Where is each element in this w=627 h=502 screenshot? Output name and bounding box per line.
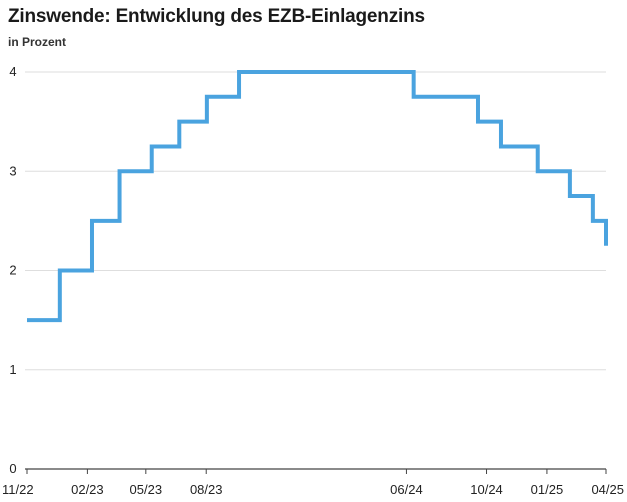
- series-line-0: [27, 70, 608, 323]
- y-tick-label-1: 1: [9, 362, 16, 377]
- x-tick-label-1: 02/23: [71, 482, 104, 497]
- axes: [25, 468, 607, 474]
- x-tick-label-5: 10/24: [470, 482, 503, 497]
- chart-subtitle: in Prozent: [8, 35, 67, 49]
- y-tick-label-3: 3: [9, 163, 16, 178]
- y-tick-labels: 0 1 2 3 4: [9, 64, 16, 476]
- x-tick-label-0: 11/22: [2, 482, 34, 497]
- chart-title: Zinswende: Entwicklung des EZB-Einlagenz…: [8, 6, 425, 27]
- y-tick-label-2: 2: [9, 263, 16, 278]
- y-tick-label-4: 4: [9, 64, 16, 79]
- x-tick-label-6: 01/25: [531, 482, 564, 497]
- x-tick-label-4: 06/24: [390, 482, 423, 497]
- series-lines: [27, 70, 608, 323]
- y-tick-label-0: 0: [9, 461, 16, 476]
- x-tick-label-3: 08/23: [190, 482, 223, 497]
- x-tick-label-2: 05/23: [130, 482, 163, 497]
- x-tick-labels: 11/22 02/23 05/23 08/23 06/24 10/24 01/25 04/25: [2, 482, 624, 497]
- x-tick-label-7: 04/25: [591, 482, 624, 497]
